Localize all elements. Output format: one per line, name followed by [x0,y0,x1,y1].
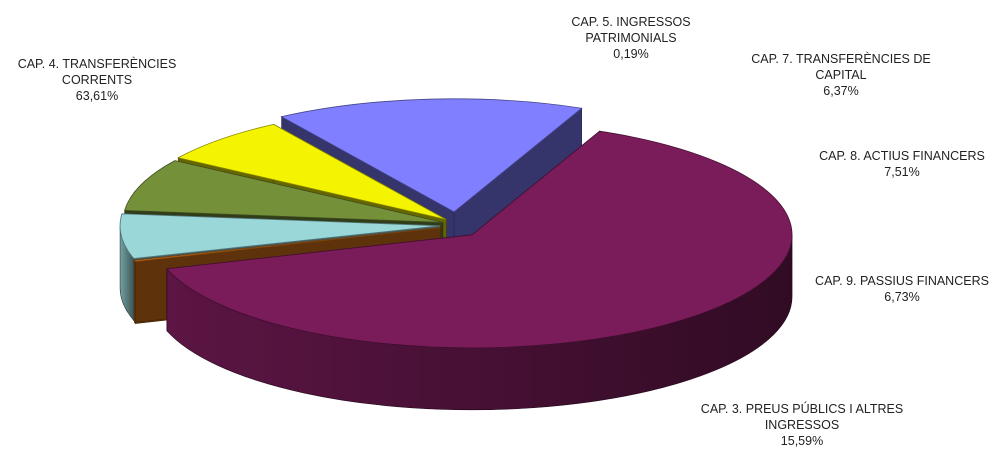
slice-label-line: CAP. 8. ACTIUS FINANCERS [819,149,985,163]
slice-label-line: CAP. 4. TRANSFERÈNCIES [18,56,177,71]
slice-label-line: CAP. 9. PASSIUS FINANCERS [815,274,989,288]
slice-value: 63,61% [76,89,118,103]
slice-value: 6,37% [823,84,858,98]
slice-value: 0,19% [613,47,648,61]
slice-label-line: CAP. 3. PREUS PÚBLICS I ALTRES [701,401,903,416]
pie-slices [119,98,793,411]
pie-slice-1 [166,130,793,411]
slice-label-5: CAP. 9. PASSIUS FINANCERS 6,73% [815,274,989,304]
slice-label-line: INGRESSOS [765,418,839,432]
slice-value: 6,73% [884,290,919,304]
slice-label-line: PATRIMONIALS [585,31,676,45]
slice-label-line: CAPITAL [815,68,866,82]
slice-label-2: CAP. 5. INGRESSOS PATRIMONIALS 0,19% [571,15,690,61]
slice-label-6: CAP. 3. PREUS PÚBLICS I ALTRES INGRESSOS 1… [701,401,903,448]
slice-label-line: CAP. 7. TRANSFERÈNCIES DE [751,51,930,66]
slice-label-line: CAP. 5. INGRESSOS [571,15,690,29]
slice-label-4: CAP. 8. ACTIUS FINANCERS 7,51% [819,149,985,179]
pie-labels: CAP. 4. TRANSFERÈNCIES CORRENTS 63,61%CAP.… [18,15,989,448]
slice-value: 15,59% [781,434,823,448]
slice-value: 7,51% [884,165,919,179]
slice-label-line: CORRENTS [62,73,132,87]
slice-label-1: CAP. 4. TRANSFERÈNCIES CORRENTS 63,61% [18,56,177,103]
slice-label-3: CAP. 7. TRANSFERÈNCIES DE CAPITAL 6,37% [751,51,930,98]
